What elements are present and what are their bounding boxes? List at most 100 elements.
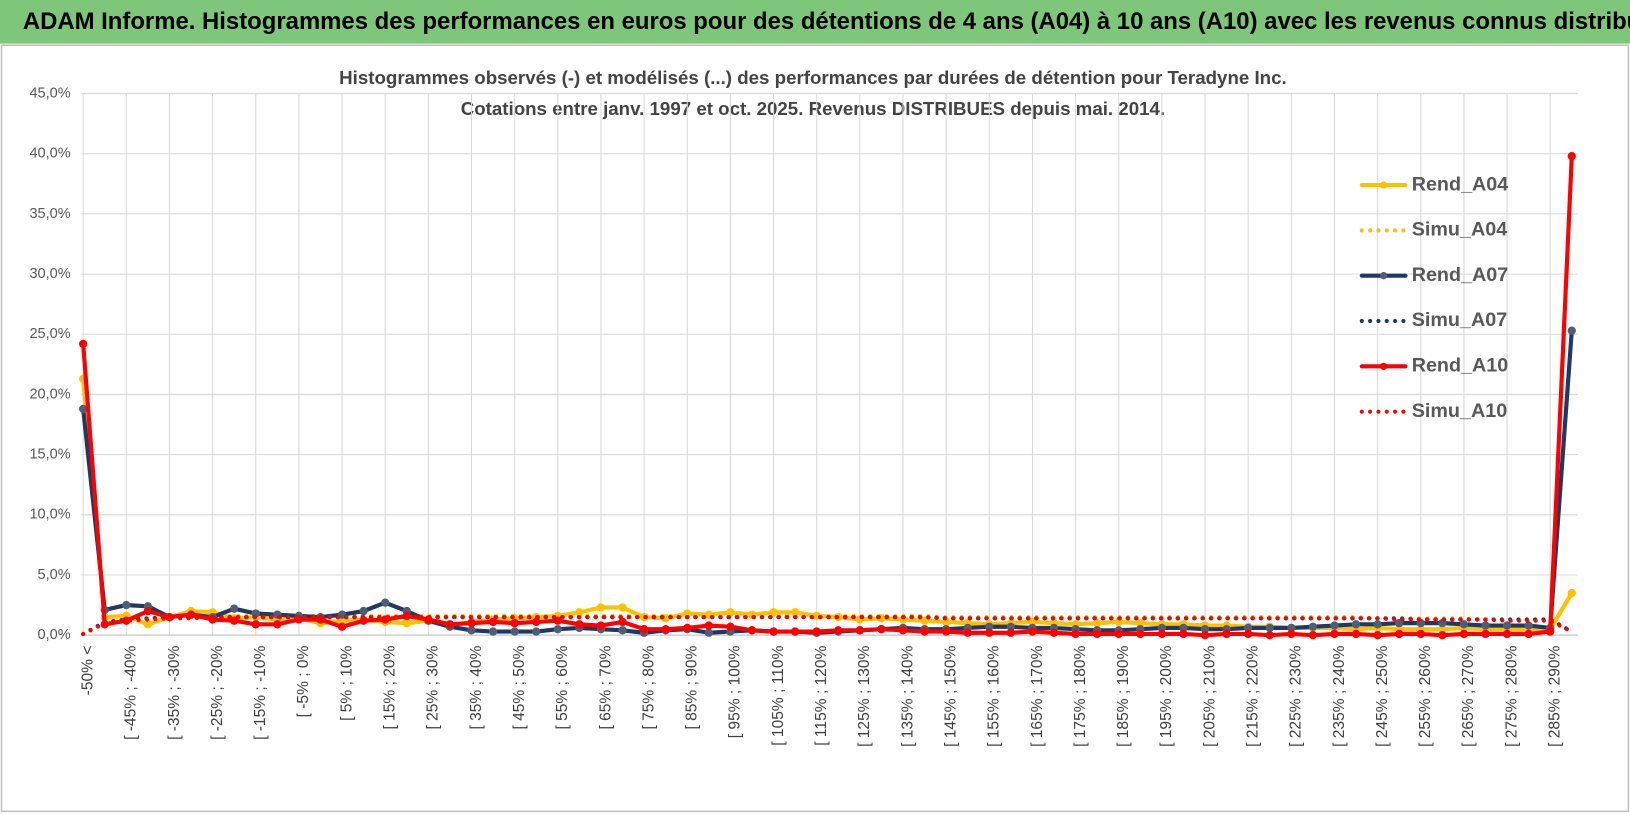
data-point [596,621,606,630]
y-tick-label: 30,0% [29,266,70,282]
data-point [532,617,541,627]
data-point [467,618,476,628]
legend-label: Rend_A07 [1412,264,1509,286]
data-point [1438,631,1447,640]
data-point [618,626,627,635]
chart-title: Histogrammes observés (-) et modélisés (… [339,67,1287,88]
x-tick-label: [ 235% ; 240% [1331,645,1348,746]
data-point [661,624,670,634]
data-point [1481,621,1490,630]
data-point [790,627,800,636]
data-point [251,620,260,629]
x-tick-label: [ 105% ; 110% [770,645,787,745]
data-point [1546,627,1555,636]
data-point [1351,620,1361,629]
data-point [1287,629,1296,639]
x-tick-label: [ 285% ; 290% [1547,645,1564,746]
x-tick-label: [ -15% ; -10% [252,645,269,740]
grid: 0,0% 5,0% 10,0% 15,0% 20,0% 25,0% 30,0% 35,0% 40… [29,85,1579,747]
data-point [488,627,498,636]
data-point [122,600,131,610]
data-point [1459,629,1469,639]
y-tick-label: 45,0% [29,85,70,101]
data-point [1351,629,1361,639]
data-point [1092,618,1102,628]
x-tick-label: [ -5% ; 0% [295,645,312,717]
data-point [1136,629,1145,639]
x-tick-label: [ -45% ; -40% [123,645,140,740]
data-point [488,617,498,627]
x-tick-label: [ 135% ; 140% [899,645,916,746]
legend-label: Rend_A10 [1412,355,1509,377]
data-point [79,404,88,414]
x-tick-label: [ 205% ; 210% [1201,645,1218,746]
data-point [1330,621,1339,630]
x-tick-label: [ 265% ; 270% [1460,645,1477,746]
data-point [1395,618,1404,628]
data-point [1157,629,1167,639]
data-point [618,617,627,627]
x-tick-label: [ 115% ; 120% [813,645,830,745]
data-point [769,608,778,617]
data-point [1395,629,1404,639]
x-tick-label: [ 85% ; 90% [684,645,701,729]
data-point [941,627,951,636]
data-point [532,627,541,636]
y-tick-label: 15,0% [29,446,70,462]
data-point [1028,627,1037,636]
data-point [1049,628,1059,637]
x-tick-label: [ 195% ; 200% [1158,645,1175,746]
data-point [1308,631,1318,640]
x-tick-label: [ 215% ; 220% [1244,645,1261,746]
x-tick-label: [ 125% ; 130% [856,645,873,746]
header-bar [0,0,1630,44]
data-point [230,604,239,613]
data-point [1416,629,1425,639]
data-point [359,606,368,616]
data-point [747,626,757,635]
data-point [834,626,843,635]
data-point [1524,621,1533,630]
legend-label: Simu_A10 [1412,400,1508,422]
legend-label: Simu_A04 [1412,219,1508,241]
data-point [1567,588,1576,598]
y-tick-label: 40,0% [29,146,70,162]
data-point [963,628,972,637]
y-tick-label: 25,0% [29,326,70,342]
data-point [1308,622,1318,631]
y-tick-label: 20,0% [29,386,70,402]
data-point [1265,623,1274,633]
data-point [1567,326,1576,335]
data-point [1373,620,1382,629]
data-point [402,618,411,628]
data-point [1502,629,1512,639]
x-tick-label: [ 245% ; 250% [1374,645,1391,746]
data-point [1481,629,1490,639]
x-tick-label: [ 45% ; 50% [511,645,528,729]
data-point [273,620,282,629]
data-point [920,627,929,636]
data-point [1244,629,1253,639]
data-point [1200,631,1210,640]
x-tick-label: [ 95% ; 100% [727,645,744,738]
data-point [337,622,347,631]
x-tick-label: [ 65% ; 70% [597,645,614,729]
x-tick-label: -50% < [79,646,96,696]
data-point [726,622,735,631]
y-tick-label: 35,0% [29,206,70,222]
data-point [596,603,606,612]
data-point [898,626,908,635]
data-point [704,621,713,630]
data-point [769,627,778,636]
series-line [81,154,1574,638]
data-point [683,623,692,633]
data-point [1114,629,1123,639]
x-tick-label: [ 25% ; 30% [425,645,442,729]
data-point [553,624,562,634]
data-point [618,603,627,612]
data-point [1222,629,1231,639]
data-point [143,606,153,616]
chart-frame [0,44,1630,813]
data-point [381,598,390,607]
